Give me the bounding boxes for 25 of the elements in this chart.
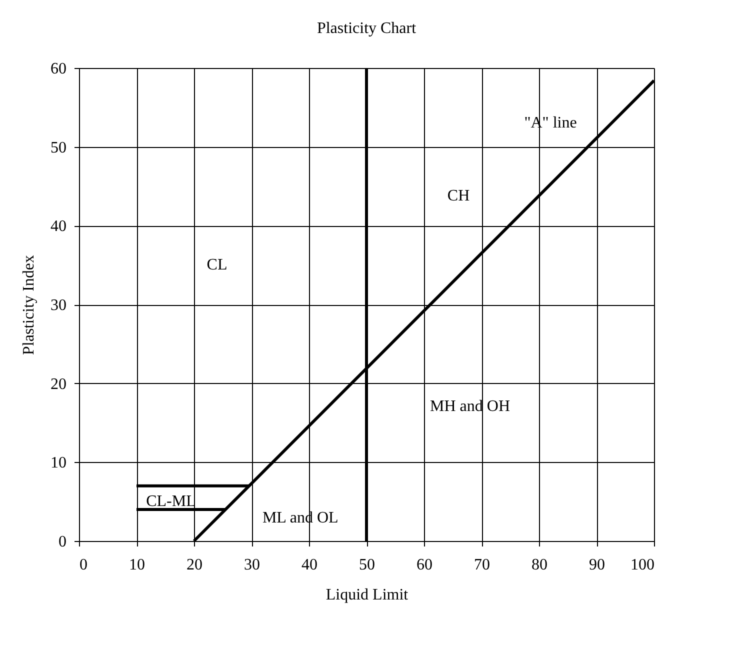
y-tick-label: 30 xyxy=(50,297,66,314)
y-tick-label: 20 xyxy=(50,376,66,393)
y-axis-title: Plasticity Index xyxy=(20,255,38,355)
x-tick-label: 40 xyxy=(302,556,318,574)
annotation: MH and OH xyxy=(430,398,510,416)
x-tick-label: 50 xyxy=(359,556,375,574)
x-axis-title: Liquid Limit xyxy=(326,586,409,604)
y-tick-label: 0 xyxy=(58,534,66,550)
x-tick-label: 20 xyxy=(186,556,202,574)
x-tick-label: 60 xyxy=(416,556,432,574)
y-tick-label: 40 xyxy=(50,218,66,236)
x-tick-label: 70 xyxy=(474,556,490,574)
annotation: CL xyxy=(206,256,228,274)
x-tick-label: 0 xyxy=(80,556,88,574)
y-tick-label: 60 xyxy=(50,60,66,78)
y-tick-label: 10 xyxy=(50,454,66,472)
x-tick-label: 10 xyxy=(129,556,145,574)
chart-title: Plasticity Chart xyxy=(316,20,417,37)
y-tick-label: 50 xyxy=(50,139,66,156)
annotation: CH xyxy=(447,188,470,205)
x-tick-label: 80 xyxy=(532,556,548,574)
x-tick-label: 30 xyxy=(244,556,260,574)
x-tick-label: 90 xyxy=(589,556,605,574)
annotation: CL-ML xyxy=(146,492,196,510)
x-tick-label: 100 xyxy=(630,556,654,574)
